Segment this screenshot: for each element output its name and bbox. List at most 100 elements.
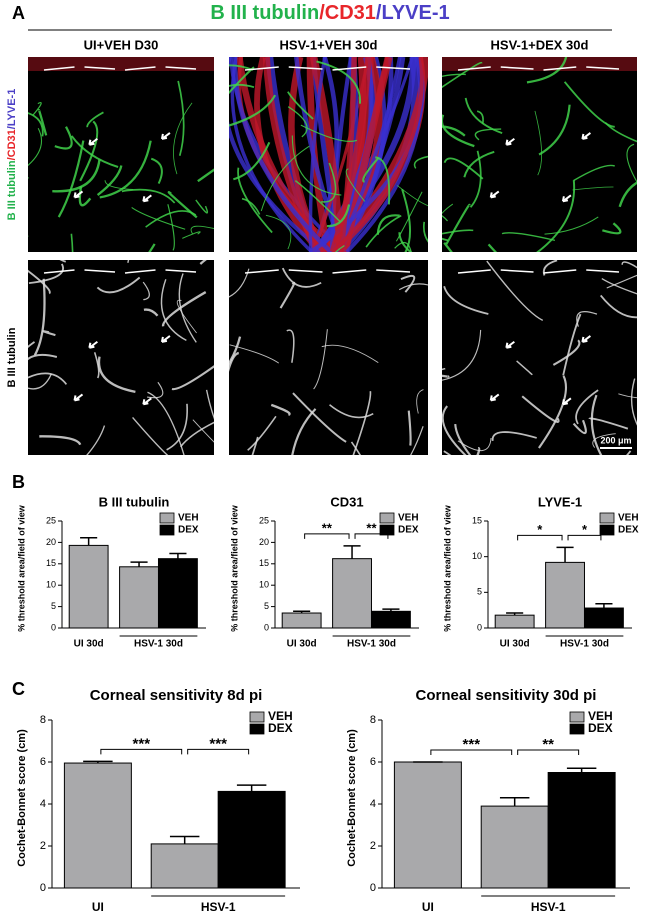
nerve-fiber	[179, 421, 214, 448]
nerve-fiber	[487, 243, 498, 252]
nerve-fiber	[229, 351, 240, 373]
micrograph	[28, 57, 214, 252]
micrograph-bg	[28, 260, 214, 455]
nerve-fiber	[182, 231, 201, 239]
nerve-fiber	[142, 281, 150, 301]
arrow	[88, 137, 98, 146]
nerve-fiber	[104, 180, 134, 190]
row-label-part: B III tubulin	[6, 327, 18, 387]
legend-swatch	[159, 524, 175, 536]
nerve-fiber	[534, 110, 543, 176]
arrow	[73, 393, 84, 402]
nerve-fiber	[167, 204, 175, 251]
x-tick-label: HSV-1 30d	[560, 639, 609, 650]
row-label: B III tubulin	[6, 327, 18, 387]
arrow	[489, 393, 500, 402]
nerve-fiber	[588, 417, 629, 430]
legend-label: VEH	[268, 709, 293, 723]
nerve-fiber	[463, 150, 495, 178]
nerve-fiber	[442, 229, 474, 235]
micrograph	[28, 260, 214, 455]
significance-bracket	[354, 533, 389, 539]
nerve-fiber	[626, 450, 632, 455]
nerve-fiber	[146, 381, 164, 399]
vessel	[308, 57, 327, 252]
nerve-fiber	[442, 374, 450, 378]
micrograph	[229, 57, 428, 252]
nerve-fiber	[143, 308, 159, 317]
y-tick-label: 20	[259, 537, 269, 547]
nerve-fiber	[287, 91, 314, 120]
nerve-fiber	[576, 311, 598, 327]
legend-swatch	[379, 512, 395, 524]
y-tick-label: 5	[477, 587, 482, 597]
nerve-fiber	[442, 329, 482, 381]
nerve-fiber	[161, 291, 207, 327]
nerve-fiber	[270, 403, 291, 416]
figure-title: B III tubulin/CD31/LYVE-1	[210, 2, 449, 24]
y-tick-label: 8	[40, 714, 46, 726]
nerve-fiber	[229, 268, 250, 298]
fibers	[28, 260, 214, 455]
limbus-mark	[543, 66, 577, 71]
nerve-fiber	[396, 185, 428, 207]
legend-label: VEH	[618, 513, 639, 524]
x-tick-label: HSV-1	[531, 900, 566, 914]
nerve-fiber	[442, 215, 448, 222]
arrow	[489, 190, 500, 199]
nerve-fiber	[78, 186, 92, 207]
nerve-fiber	[229, 336, 242, 366]
significance-bracket	[567, 534, 602, 541]
y-axis-label: % threshold area/field of view	[442, 504, 452, 632]
significance-label: *	[582, 522, 588, 537]
significance-label: *	[537, 522, 543, 537]
y-tick-label: 0	[477, 622, 482, 632]
nerve-fiber	[562, 313, 582, 376]
y-tick-label: 15	[46, 558, 56, 568]
limbus-mark	[543, 269, 577, 274]
x-tick-label: UI	[92, 900, 104, 914]
y-tick-label: 6	[370, 756, 376, 768]
nerve-fiber	[476, 447, 481, 455]
nerve-fiber	[37, 108, 48, 136]
significance-label: **	[322, 520, 333, 535]
nerve-fiber	[150, 157, 163, 184]
nerve-fiber	[542, 260, 558, 276]
nerve-fiber	[197, 168, 214, 183]
nerve-fiber	[291, 135, 342, 196]
nerve-fiber	[442, 237, 449, 242]
error-bar	[382, 608, 400, 612]
legend-label: VEH	[588, 709, 613, 723]
vessel	[329, 57, 354, 252]
nerve-fiber	[329, 404, 374, 419]
y-tick-label: 25	[46, 515, 56, 525]
y-tick-label: 15	[472, 515, 482, 525]
y-tick-label: 8	[370, 714, 376, 726]
nerve-fiber	[28, 373, 53, 390]
figure-title-part: B III tubulin	[210, 2, 319, 24]
nerve-fiber	[601, 278, 637, 295]
nerve-fiber	[147, 391, 185, 455]
x-tick-label: UI 30d	[500, 639, 530, 650]
y-axis-label: Cochet-Bonnet score (cm)	[346, 729, 358, 867]
y-tick-label: 2	[370, 840, 376, 852]
legend-label: DEX	[588, 721, 613, 735]
arrow	[142, 397, 152, 406]
nerve-fiber	[229, 83, 255, 89]
legend-label: VEH	[178, 513, 199, 524]
nerve-fiber	[474, 128, 502, 141]
limbus-mark	[43, 66, 75, 71]
nerve-fiber	[195, 199, 209, 214]
nerve-fiber	[400, 274, 416, 293]
y-tick-label: 0	[264, 622, 269, 632]
nerve-fiber	[241, 197, 261, 215]
y-tick-label: 0	[51, 622, 56, 632]
nerve-fiber	[178, 273, 197, 343]
nerve-fiber	[247, 415, 277, 451]
nerve-fiber	[131, 206, 186, 230]
error-bar	[80, 536, 98, 546]
nerve-fiber	[326, 204, 351, 228]
legend-swatch	[379, 524, 395, 536]
limbus-mark	[84, 66, 116, 70]
